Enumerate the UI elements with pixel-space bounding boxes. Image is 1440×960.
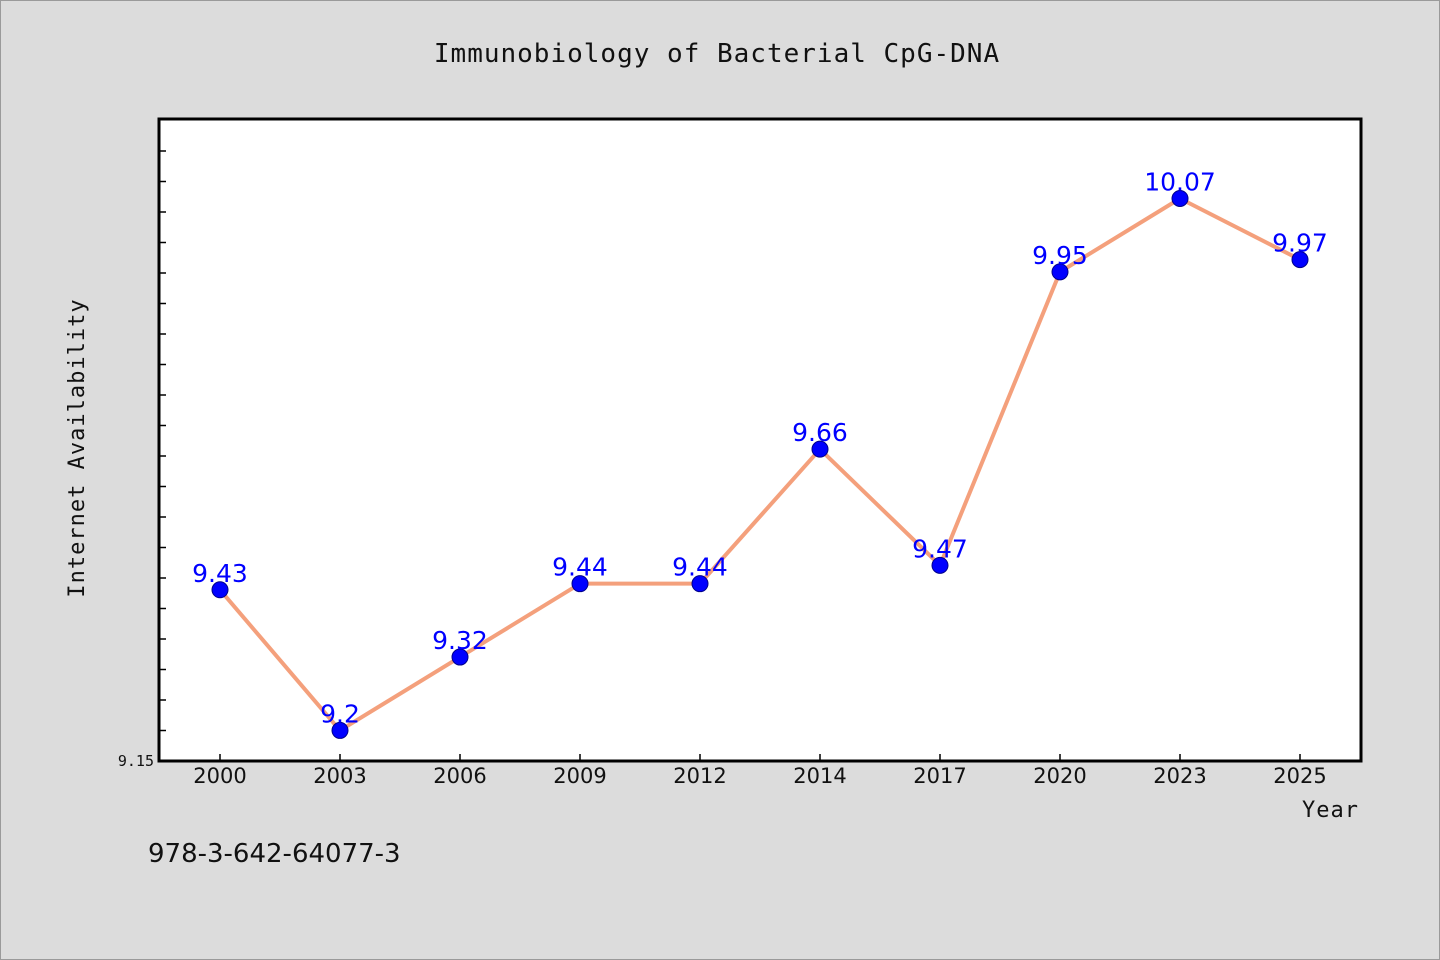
x-axis-label: Year [1302, 798, 1359, 823]
data-point [931, 556, 949, 574]
series-markers [211, 189, 1309, 739]
data-label: 9.44 [672, 553, 728, 582]
data-point [811, 440, 829, 458]
series-line [218, 196, 1301, 733]
isbn-text: 978-3-642-64077-3 [148, 839, 401, 869]
y-axis-label: Internet Availability [65, 298, 90, 597]
data-point [211, 581, 229, 599]
data-point [1171, 189, 1189, 207]
x-tick-label: 2009 [553, 764, 606, 788]
x-tick-label: 2000 [193, 764, 246, 788]
data-label: 9.97 [1272, 229, 1328, 258]
x-tick-label: 2020 [1033, 764, 1086, 788]
data-point [1051, 263, 1069, 281]
data-point [571, 575, 589, 593]
y-tick-label: 9.15 [118, 752, 154, 770]
data-label: 9.95 [1032, 241, 1088, 270]
data-label: 9.43 [192, 559, 248, 588]
data-labels: 9.43 9.2 9.32 9.44 9.44 9.66 9.47 9.95 10.07 9.97 [192, 167, 1328, 728]
data-label: 9.32 [432, 626, 488, 655]
data-point [331, 721, 349, 739]
x-tick-label: 2025 [1273, 764, 1326, 788]
data-label: 9.66 [792, 418, 848, 447]
x-tick-label: 2017 [913, 764, 966, 788]
x-axis-tick-labels: 2000 2003 2006 2009 2012 2014 2017 2020 2023 2025 [193, 764, 1326, 788]
x-tick-label: 2003 [313, 764, 366, 788]
data-label: 10.07 [1144, 167, 1216, 196]
data-label: 9.2 [320, 699, 360, 728]
data-point [1291, 251, 1309, 269]
data-label: 9.44 [552, 553, 608, 582]
chart-title: Immunobiology of Bacterial CpG-DNA [434, 39, 1000, 69]
data-point [451, 648, 469, 666]
x-axis-ticks [219, 754, 1301, 761]
x-tick-label: 2006 [433, 764, 486, 788]
data-point [691, 575, 709, 593]
x-tick-label: 2014 [793, 764, 846, 788]
plot-area [157, 117, 1363, 763]
y-axis-ticks [159, 150, 166, 732]
x-tick-label: 2023 [1153, 764, 1206, 788]
data-label: 9.47 [912, 534, 968, 563]
x-tick-label: 2012 [673, 764, 726, 788]
